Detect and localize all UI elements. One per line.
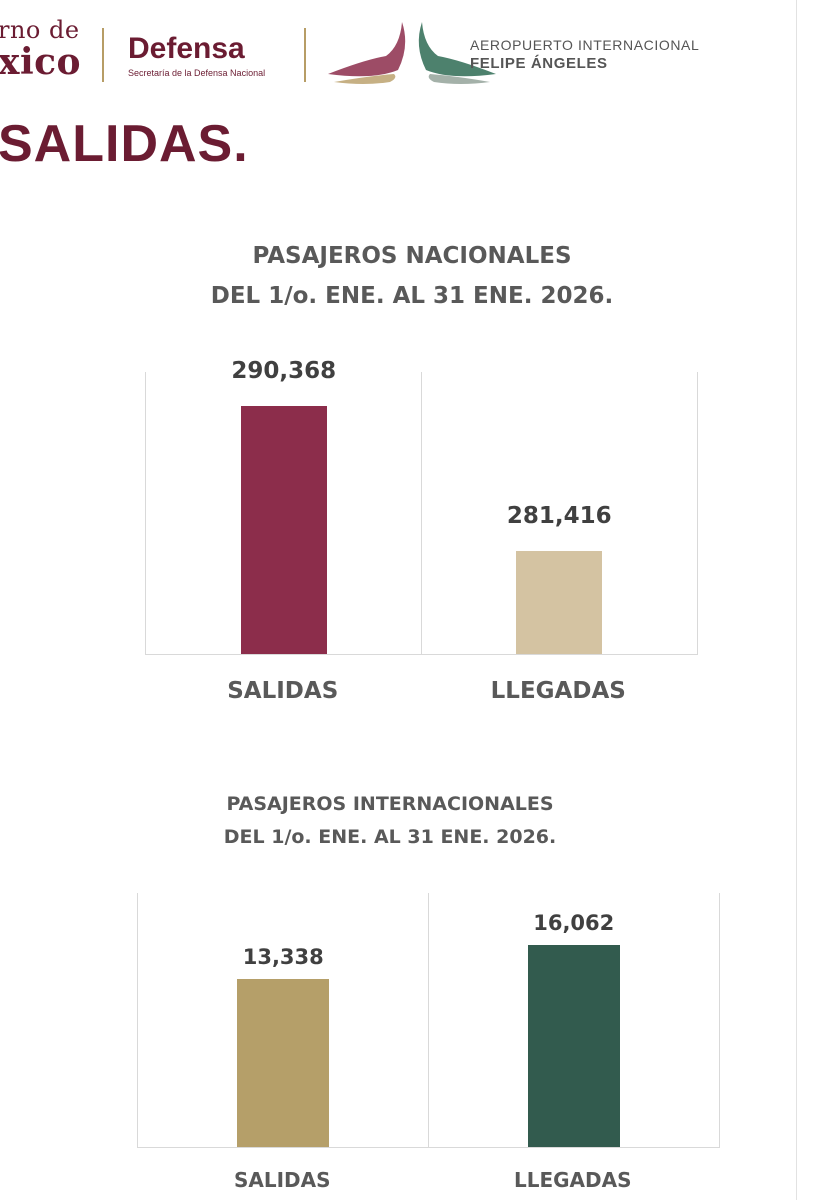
plot-area-nacionales: 290,368 281,416 bbox=[145, 358, 698, 655]
data-label: 13,338 bbox=[242, 945, 324, 970]
defensa-subtitle: Secretaría de la Defensa Nacional bbox=[128, 68, 266, 78]
defensa-title: Defensa bbox=[128, 32, 245, 65]
page-heading: SALIDAS. bbox=[0, 115, 249, 173]
data-label: 281,416 bbox=[506, 502, 612, 529]
category-divider bbox=[421, 372, 422, 654]
category-divider bbox=[428, 893, 429, 1147]
gobierno-de-mexico-logo: rno de xico bbox=[0, 18, 81, 80]
plot-area-internacionales: 13,338 16,062 bbox=[137, 893, 720, 1148]
aifa-wings-icon bbox=[328, 22, 496, 84]
aifa-logo-text: AEROPUERTO INTERNACIONAL FELIPE ÁNGELES bbox=[470, 37, 699, 72]
chart-title-line2: DEL 1/o. ENE. AL 31 ENE. 2026. bbox=[210, 283, 614, 309]
chart-title-nacionales: PASAJEROS NACIONALES DEL 1/o. ENE. AL 31… bbox=[150, 236, 674, 316]
defensa-logo: Defensa Secretaría de la Defensa Naciona… bbox=[128, 32, 266, 79]
bar-llegadas bbox=[527, 945, 620, 1147]
category-label: LLEGADAS bbox=[490, 678, 626, 704]
category-label: SALIDAS bbox=[227, 678, 339, 704]
category-label: SALIDAS bbox=[233, 1168, 331, 1192]
chart-title-line2: DEL 1/o. ENE. AL 31 ENE. 2026. bbox=[223, 826, 557, 848]
data-label: 16,062 bbox=[533, 911, 615, 936]
gobierno-logo-line2: xico bbox=[0, 41, 82, 83]
bar-salidas bbox=[240, 406, 327, 654]
header-divider bbox=[304, 28, 306, 82]
aifa-line1: AEROPUERTO INTERNACIONAL bbox=[470, 37, 700, 53]
bar-llegadas bbox=[516, 550, 603, 654]
chart-title-internacionales: PASAJEROS INTERNACIONALES DEL 1/o. ENE. … bbox=[140, 788, 640, 854]
chart-title-line1: PASAJEROS NACIONALES bbox=[252, 243, 572, 269]
chart-title-line1: PASAJEROS INTERNACIONALES bbox=[226, 793, 554, 815]
data-label: 290,368 bbox=[231, 358, 337, 385]
page-edge bbox=[796, 0, 797, 1200]
bar-salidas bbox=[237, 979, 330, 1147]
category-label: LLEGADAS bbox=[513, 1168, 632, 1192]
aifa-line2: FELIPE ÁNGELES bbox=[470, 55, 608, 72]
header-divider bbox=[102, 28, 104, 82]
gobierno-logo-line1: rno de bbox=[0, 16, 80, 44]
